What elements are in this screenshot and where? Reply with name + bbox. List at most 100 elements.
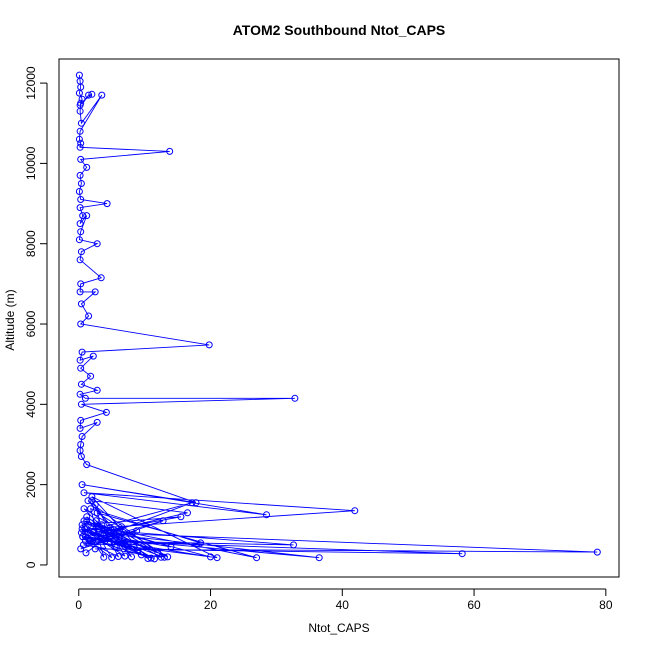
data-point bbox=[207, 553, 214, 561]
data-point bbox=[76, 256, 84, 264]
data-point bbox=[147, 554, 155, 562]
data-point bbox=[133, 527, 141, 535]
data-point bbox=[85, 91, 93, 99]
y-axis-label: Altitude (m) bbox=[3, 289, 17, 350]
data-point bbox=[78, 95, 86, 103]
data-point bbox=[89, 529, 97, 537]
data-point bbox=[76, 204, 84, 212]
data-point bbox=[184, 509, 191, 517]
data-point bbox=[78, 348, 86, 356]
data-point bbox=[83, 525, 91, 533]
data-point bbox=[151, 555, 158, 563]
x-tick-label: 20 bbox=[204, 598, 218, 612]
data-point bbox=[77, 228, 85, 236]
data-point bbox=[263, 511, 270, 519]
data-point bbox=[253, 554, 261, 562]
data-point bbox=[93, 509, 101, 517]
data-point bbox=[91, 501, 99, 509]
data-point bbox=[124, 540, 132, 548]
data-point bbox=[78, 433, 86, 440]
data-point bbox=[77, 545, 85, 553]
data-point bbox=[76, 220, 84, 228]
data-point bbox=[79, 212, 87, 220]
data-point bbox=[76, 143, 84, 151]
data-point bbox=[121, 552, 129, 560]
data-point bbox=[315, 554, 323, 562]
data-point bbox=[77, 380, 85, 388]
data-point bbox=[164, 553, 172, 561]
data-point bbox=[154, 549, 162, 557]
data-point bbox=[93, 240, 101, 248]
data-point bbox=[77, 248, 85, 256]
data-point bbox=[458, 550, 466, 558]
data-point bbox=[78, 481, 86, 489]
data-point bbox=[103, 200, 111, 208]
data-point bbox=[128, 553, 135, 561]
data-point bbox=[111, 543, 119, 551]
x-tick-label: 80 bbox=[599, 598, 613, 612]
data-point bbox=[83, 163, 91, 171]
data-point bbox=[177, 513, 185, 521]
data-point bbox=[157, 553, 165, 561]
data-point bbox=[192, 499, 200, 507]
data-point bbox=[108, 554, 116, 562]
x-axis: 0 20 40 60 80 bbox=[75, 588, 613, 612]
data-point bbox=[83, 517, 91, 525]
data-point bbox=[98, 91, 106, 99]
plot-frame bbox=[58, 58, 620, 578]
data-point bbox=[81, 394, 89, 402]
data-point bbox=[351, 507, 359, 515]
data-point bbox=[88, 90, 96, 98]
data-point bbox=[188, 499, 196, 507]
data-point bbox=[84, 497, 92, 505]
data-point bbox=[160, 553, 168, 561]
data-point bbox=[77, 139, 85, 147]
data-point bbox=[213, 554, 221, 562]
data-point bbox=[75, 135, 83, 143]
data-point bbox=[97, 274, 105, 282]
data-point bbox=[80, 517, 88, 525]
data-point bbox=[197, 539, 205, 547]
data-point bbox=[76, 107, 84, 115]
data-point bbox=[77, 196, 85, 203]
y-tick-label: 8000 bbox=[24, 230, 38, 257]
data-point bbox=[77, 320, 85, 328]
data-point bbox=[159, 517, 167, 525]
data-point bbox=[76, 424, 84, 432]
series-layer bbox=[75, 71, 601, 563]
y-tick-label: 0 bbox=[24, 561, 38, 568]
data-point bbox=[85, 529, 93, 537]
data-point bbox=[166, 147, 174, 155]
data-point bbox=[91, 288, 99, 296]
data-point bbox=[205, 341, 213, 349]
y-tick-label: 6000 bbox=[24, 310, 38, 337]
data-point bbox=[75, 89, 83, 97]
data-point bbox=[83, 461, 91, 469]
x-tick-label: 60 bbox=[467, 598, 481, 612]
data-point bbox=[77, 280, 85, 288]
data-point bbox=[89, 537, 97, 545]
x-axis-label: Ntot_CAPS bbox=[308, 621, 369, 635]
data-point bbox=[76, 390, 84, 398]
data-point bbox=[80, 489, 88, 497]
data-point bbox=[78, 525, 86, 533]
y-tick-label: 4000 bbox=[24, 391, 38, 418]
y-tick-label: 2000 bbox=[24, 471, 38, 498]
data-point bbox=[80, 505, 88, 513]
data-point bbox=[75, 236, 83, 244]
data-point bbox=[87, 372, 95, 380]
data-point bbox=[98, 521, 106, 529]
data-point bbox=[77, 416, 85, 424]
data-point bbox=[118, 523, 126, 531]
data-point bbox=[87, 505, 95, 513]
data-point bbox=[114, 553, 122, 560]
data-point bbox=[88, 493, 96, 501]
data-point bbox=[93, 386, 101, 394]
data-point bbox=[89, 352, 97, 360]
data-point bbox=[77, 180, 85, 187]
data-point bbox=[75, 188, 83, 195]
data-point bbox=[85, 537, 93, 545]
data-point bbox=[100, 553, 108, 561]
data-point bbox=[77, 99, 85, 107]
